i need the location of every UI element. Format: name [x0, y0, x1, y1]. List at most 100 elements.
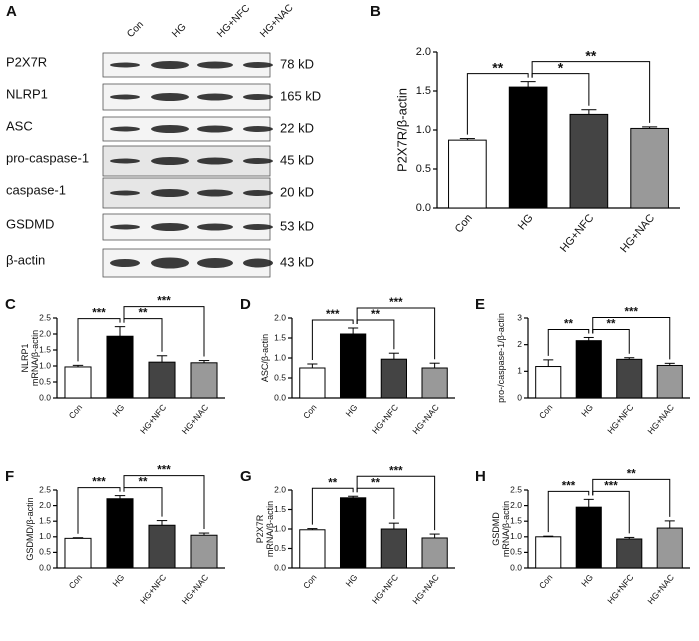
- blot-band: [110, 158, 140, 164]
- bar: [616, 358, 643, 399]
- lane-label: HG+NAC: [258, 3, 295, 40]
- y-tick-label: 0.0: [39, 562, 51, 572]
- error-bar: [664, 362, 675, 366]
- significance-bracket: [356, 307, 436, 360]
- y-tick-label: 0.0: [274, 392, 286, 402]
- blot-band: [151, 61, 189, 69]
- significance-bracket: [77, 487, 121, 534]
- y-tick-label: 2: [517, 339, 522, 349]
- y-tick-label: 0.5: [39, 376, 51, 386]
- x-tick-label: HG: [579, 572, 595, 588]
- y-axis-label: mRNA/β-actin: [501, 501, 511, 557]
- y-tick-label: 2.0: [39, 500, 51, 510]
- bar: [299, 367, 326, 399]
- blot-band: [110, 94, 140, 100]
- error-bar: [429, 362, 440, 368]
- bar: [575, 506, 602, 569]
- significance-label: **: [564, 318, 573, 330]
- bar: [106, 498, 134, 569]
- y-tick-label: 2.0: [274, 312, 286, 322]
- y-tick-label: 1.0: [39, 360, 51, 370]
- x-tick-label: Con: [67, 572, 85, 591]
- blot-band: [151, 125, 189, 133]
- error-bar: [543, 359, 554, 367]
- significance-bracket: [592, 478, 671, 517]
- x-tick-label: HG+NFC: [558, 212, 596, 255]
- x-tick-label: HG: [110, 572, 126, 588]
- x-tick-label: HG+NFC: [138, 402, 168, 435]
- bar: [64, 537, 92, 569]
- x-tick-label: HG+NAC: [410, 572, 441, 606]
- significance-label: **: [627, 468, 636, 480]
- blot-band: [197, 157, 233, 165]
- panel-letter: D: [240, 296, 251, 313]
- significance-label: ***: [625, 306, 639, 318]
- size-label: 45 kD: [280, 152, 314, 167]
- bar: [190, 362, 218, 399]
- blot-band: [197, 125, 233, 133]
- blot-band: [243, 158, 273, 164]
- error-bar: [307, 528, 318, 530]
- blot-band: [197, 258, 233, 268]
- bar: [148, 524, 176, 569]
- significance-bracket: [311, 319, 354, 360]
- y-tick-label: 0.5: [274, 372, 286, 382]
- size-label: 53 kD: [280, 218, 314, 233]
- blot-band: [197, 61, 233, 69]
- error-bar: [198, 360, 210, 363]
- x-tick-label: HG+NFC: [138, 572, 168, 605]
- bar: [106, 335, 134, 399]
- blot-band: [151, 257, 189, 269]
- significance-label: ***: [157, 296, 171, 308]
- error-bar: [520, 81, 536, 88]
- y-tick-label: 1.5: [510, 515, 522, 525]
- x-tick-label: Con: [67, 402, 85, 421]
- error-bar: [624, 536, 635, 539]
- y-tick-label: 1.0: [510, 531, 522, 541]
- significance-bracket: [547, 490, 590, 533]
- bar: [380, 528, 408, 569]
- blot-band: [151, 157, 189, 165]
- y-tick-label: 2.5: [39, 484, 51, 494]
- x-tick-label: HG+NAC: [180, 402, 211, 436]
- protein-label: NLRP1: [6, 86, 48, 101]
- error-bar: [114, 326, 126, 337]
- y-tick-label: 2.0: [274, 484, 286, 494]
- lane-label: HG: [170, 21, 189, 40]
- significance-label: ***: [157, 465, 171, 477]
- significance-bracket: [592, 316, 671, 360]
- error-bar: [156, 355, 168, 363]
- y-tick-label: 1.0: [416, 124, 431, 136]
- blot-band: [151, 189, 189, 197]
- blot-band: [110, 126, 140, 132]
- bar: [339, 497, 367, 569]
- x-tick-label: HG+NFC: [370, 572, 400, 605]
- blot-band: [243, 190, 273, 196]
- x-tick-label: HG+NAC: [618, 212, 657, 255]
- blot-band: [110, 224, 140, 230]
- y-tick-label: 0.0: [416, 202, 431, 214]
- y-tick-label: 2.0: [510, 500, 522, 510]
- significance-label: ***: [92, 477, 106, 489]
- blot-band: [243, 126, 273, 132]
- y-tick-label: 3: [517, 312, 522, 322]
- significance-bracket: [123, 475, 205, 530]
- y-axis-label: NLRP1: [20, 343, 30, 372]
- significance-bracket: [547, 328, 590, 356]
- bar: [148, 361, 176, 399]
- bar: [535, 536, 562, 569]
- bar: [190, 534, 218, 569]
- lane-label: Con: [125, 19, 146, 40]
- blot-band: [197, 189, 233, 197]
- size-label: 165 kD: [280, 88, 321, 103]
- significance-bracket: [311, 487, 354, 525]
- significance-label: **: [139, 308, 148, 320]
- significance-label: **: [371, 477, 380, 489]
- significance-bracket: [356, 475, 436, 531]
- error-bar: [642, 126, 658, 129]
- y-tick-label: 1.5: [274, 504, 286, 514]
- protein-label: ASC: [6, 118, 33, 133]
- bar: [656, 527, 683, 569]
- x-tick-label: Con: [537, 402, 555, 421]
